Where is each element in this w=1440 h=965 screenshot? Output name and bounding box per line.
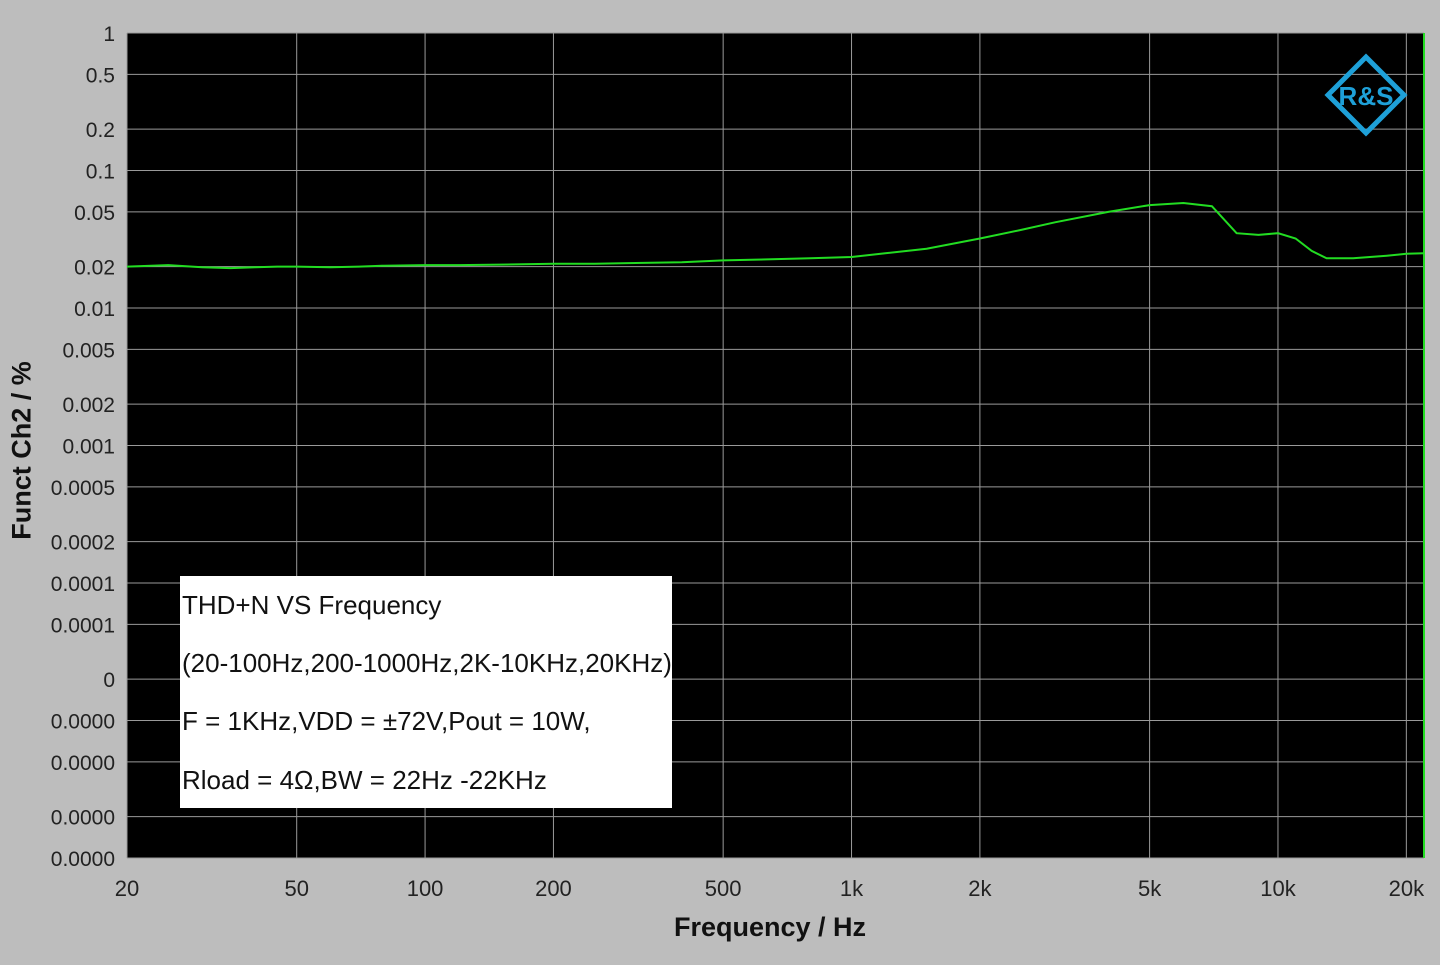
y-tick-label: 0.005 bbox=[62, 339, 115, 362]
x-tick-label: 2k bbox=[968, 876, 992, 901]
x-tick-label: 20k bbox=[1389, 876, 1425, 901]
y-tick-label: 0.01 bbox=[74, 298, 115, 321]
rs-logo-icon bbox=[1324, 53, 1408, 137]
x-axis-label: Frequency / Hz bbox=[673, 912, 867, 942]
y-tick-label: 0.0000 bbox=[51, 807, 115, 830]
x-tick-label: 50 bbox=[284, 876, 308, 901]
series-line bbox=[126, 201, 1425, 270]
y-axis-label: Funct Ch2 / % bbox=[6, 361, 37, 540]
y-tick-label: 0.0002 bbox=[51, 532, 115, 555]
rs-logo-text: R&S bbox=[1339, 81, 1394, 111]
annotation-line: THD+N VS Frequency bbox=[182, 590, 442, 620]
y-tick-label: 0.2 bbox=[86, 119, 115, 142]
x-tick-label: 1k bbox=[840, 876, 864, 901]
y-axis-label-wrap: Funct Ch2 / % bbox=[2, 250, 42, 650]
y-tick-label: 0.0000 bbox=[51, 848, 115, 871]
annotation-box: THD+N VS Frequency (20-100Hz,200-1000Hz,… bbox=[180, 576, 672, 808]
y-tick-label: 0.0005 bbox=[51, 477, 115, 500]
x-tick-label: 100 bbox=[407, 876, 444, 901]
y-tick-label: 0.05 bbox=[74, 202, 115, 225]
annotation-line: (20-100Hz,200-1000Hz,2K-10KHz,20KHz) bbox=[182, 648, 672, 678]
y-tick-label: 0.0000 bbox=[51, 711, 115, 734]
y-tick-label: 1 bbox=[103, 23, 115, 46]
x-tick-label: 5k bbox=[1138, 876, 1162, 901]
y-tick-label: 0.0000 bbox=[51, 752, 115, 775]
y-tick-label: 0.5 bbox=[86, 64, 115, 87]
y-tick-label: 0 bbox=[103, 669, 115, 692]
y-tick-label: 0.1 bbox=[86, 161, 115, 184]
y-tick-label: 0.0001 bbox=[51, 614, 115, 637]
y-tick-label: 0.001 bbox=[62, 436, 115, 459]
y-tick-label: 0.02 bbox=[74, 257, 115, 280]
x-tick-label: 200 bbox=[535, 876, 572, 901]
x-tick-label: 20 bbox=[115, 876, 139, 901]
x-tick-label: 500 bbox=[705, 876, 742, 901]
x-tick-label: 10k bbox=[1260, 876, 1296, 901]
y-tick-label: 0.002 bbox=[62, 394, 115, 417]
y-tick-label: 0.0001 bbox=[51, 573, 115, 596]
annotation-line: F = 1KHz,VDD = ±72V,Pout = 10W, bbox=[182, 706, 591, 736]
annotation-line: Rload = 4Ω,BW = 22Hz -22KHz bbox=[182, 765, 547, 795]
